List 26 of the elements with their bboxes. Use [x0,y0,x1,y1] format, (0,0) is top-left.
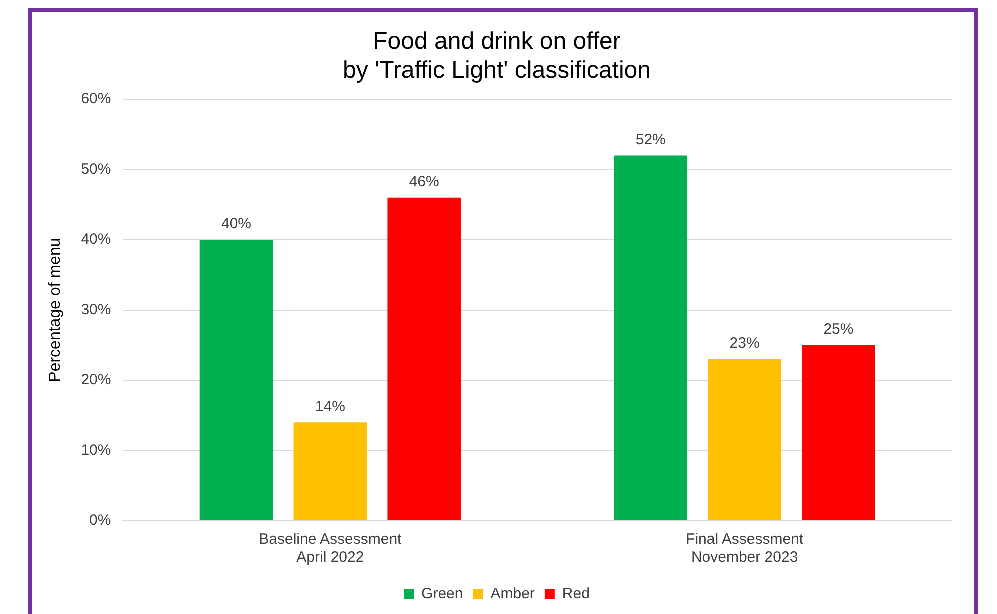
legend-label: Red [562,586,590,603]
bar [614,156,688,520]
bar [200,240,274,520]
data-label: 40% [221,216,252,233]
x-tick-label: Baseline Assessment April 2022 [259,531,403,566]
data-label: 23% [730,335,760,352]
chart-title: Food and drink on offer by 'Traffic Light' classification [343,28,651,84]
bar [708,359,782,520]
bar [802,345,876,520]
y-tick-label: 0% [90,512,112,530]
y-tick-label: 10% [81,442,112,459]
legend-label: Amber [490,586,535,603]
y-tick-label: 20% [81,372,112,389]
y-tick-label: 60% [81,90,112,108]
y-tick-label: 30% [81,301,112,318]
y-tick-label: 40% [81,231,112,248]
legend-label: Green [422,586,464,603]
y-axis-title: Percentage of menu [47,238,64,382]
data-label: 14% [315,398,346,416]
data-label: 46% [409,174,440,191]
bar [388,198,461,520]
bar [294,422,368,520]
data-label: 25% [824,321,854,338]
data-label: 52% [636,131,666,148]
x-tick-label: Final Assessment November 2023 [686,531,804,566]
y-tick-label: 50% [81,160,112,178]
